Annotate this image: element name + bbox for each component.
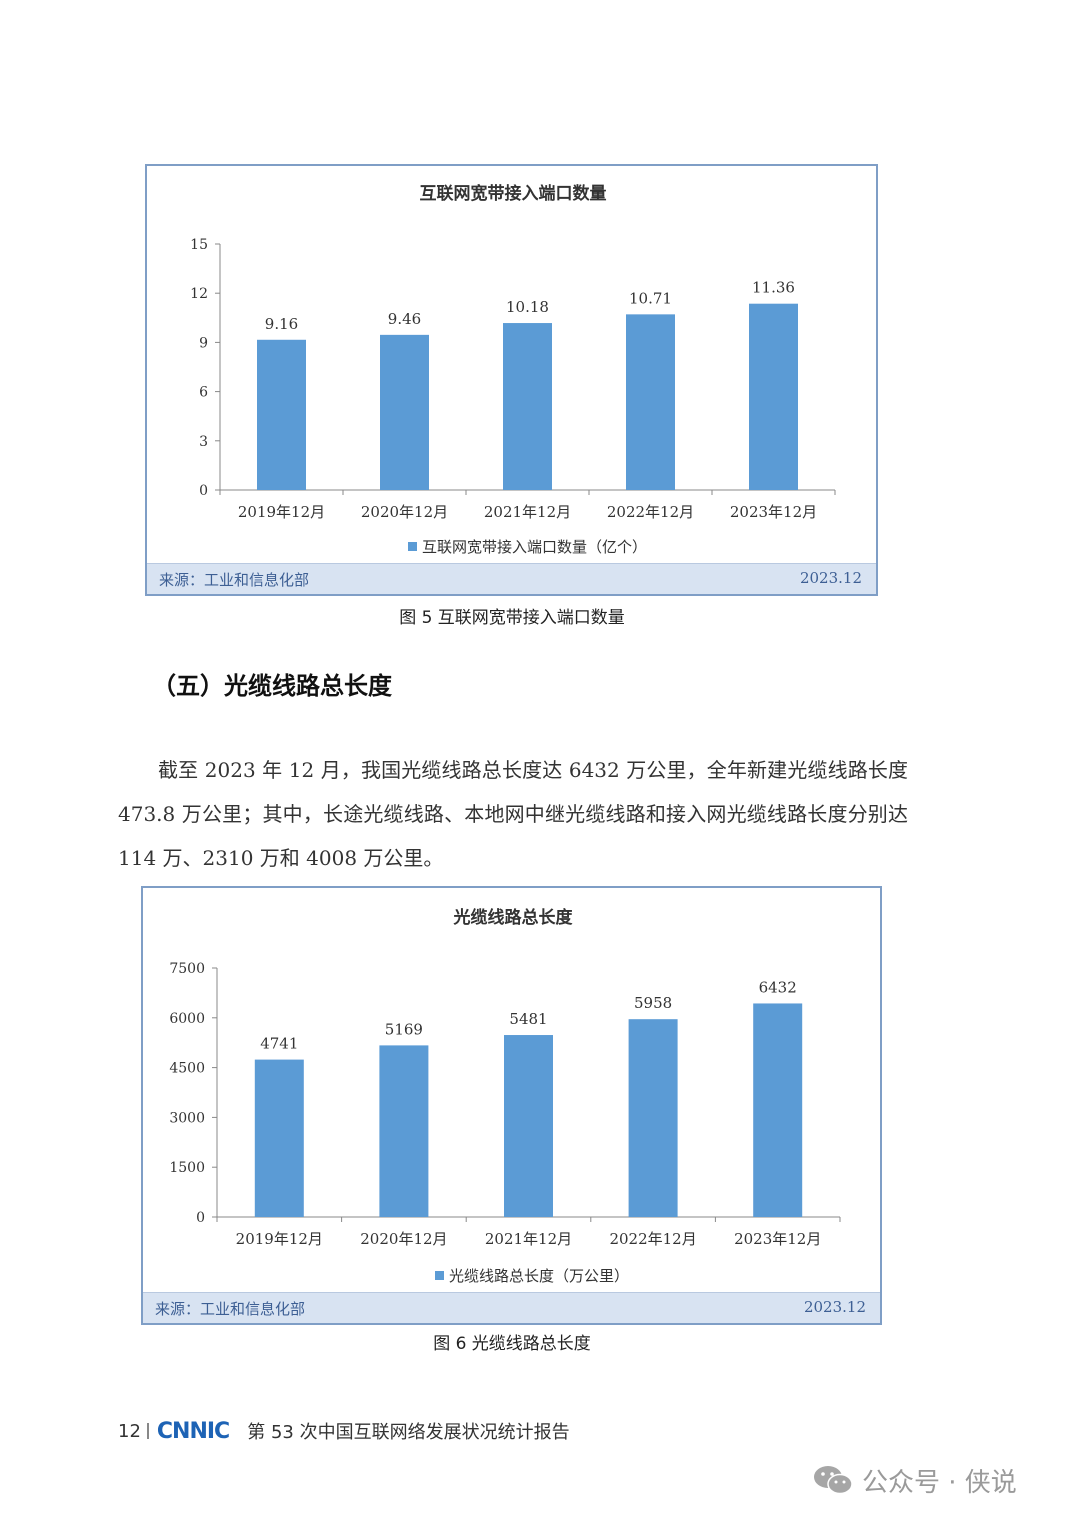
figure5-y-tick-label: 3 bbox=[199, 434, 208, 450]
figure5-bar bbox=[626, 314, 675, 490]
figure5-y-tick-label: 15 bbox=[190, 237, 208, 253]
figure5-category-label: 2020年12月 bbox=[361, 503, 448, 521]
figure5-chart-frame: 互联网宽带接入端口数量 0 3 6 9 12 15 9.16 2019年12月 9.46 2020年… bbox=[145, 164, 878, 596]
figure5-y-tick-label: 12 bbox=[190, 286, 208, 302]
figure6-category-label: 2019年12月 bbox=[236, 1230, 323, 1248]
figure6-bar bbox=[753, 1003, 803, 1217]
figure6-footer-bar: 来源：工业和信息化部 2023.12 bbox=[143, 1292, 880, 1323]
wechat-icon bbox=[814, 1466, 853, 1495]
footer-separator bbox=[146, 1423, 149, 1439]
figure5-bar bbox=[257, 339, 306, 490]
figure5-data-label: 10.18 bbox=[506, 298, 549, 316]
figure5-y-tick-label: 0 bbox=[199, 483, 208, 499]
figure5-bar bbox=[749, 303, 798, 490]
figure5-category-label: 2023年12月 bbox=[730, 503, 817, 521]
figure6-y-tick-label: 4500 bbox=[169, 1061, 205, 1077]
figure5-category-label: 2022年12月 bbox=[607, 503, 694, 521]
figure6-bar bbox=[628, 1019, 678, 1217]
figure6-data-label: 5958 bbox=[634, 994, 672, 1012]
figure6-bar bbox=[379, 1045, 429, 1217]
figure6-date: 2023.12 bbox=[803, 1298, 866, 1316]
body-paragraph: 截至 2023 年 12 月，我国光缆线路总长度达 6432 万公里，全年新建光… bbox=[118, 758, 908, 870]
figure5-data-label: 9.46 bbox=[388, 310, 421, 328]
figure5-category-label: 2021年12月 bbox=[484, 503, 571, 521]
report-title: 第 53 次中国互联网络发展状况统计报告 bbox=[247, 1422, 570, 1443]
figure5-chart: 互联网宽带接入端口数量 0 3 6 9 12 15 9.16 2019年12月 9.46 2020年… bbox=[190, 183, 836, 556]
figure6-source: 来源：工业和信息化部 bbox=[155, 1300, 306, 1318]
figure5-caption: 图 5 互联网宽带接入端口数量 bbox=[399, 608, 625, 628]
figure5-legend-swatch bbox=[408, 542, 417, 551]
figure5-data-label: 10.71 bbox=[629, 289, 672, 307]
figure6-title: 光缆线路总长度 bbox=[453, 907, 574, 928]
figure6-y-tick-label: 0 bbox=[196, 1210, 205, 1226]
figure6-category-label: 2021年12月 bbox=[485, 1230, 572, 1248]
figure5-bar bbox=[503, 323, 552, 490]
figure6-y-tick-label: 3000 bbox=[169, 1110, 205, 1126]
figure6-data-label: 5481 bbox=[509, 1010, 547, 1028]
figure5-data-label: 11.36 bbox=[752, 279, 795, 297]
figure6-caption: 图 6 光缆线路总长度 bbox=[433, 1334, 591, 1354]
figure6-data-label: 4741 bbox=[260, 1035, 298, 1053]
figure6-data-label: 5169 bbox=[385, 1020, 423, 1038]
figure6-chart: 光缆线路总长度 0 1500 3000 4500 6000 7500 4741 2019年12月… bbox=[169, 907, 841, 1285]
figure6-category-label: 2023年12月 bbox=[734, 1230, 821, 1248]
page-number: 12 bbox=[118, 1420, 141, 1442]
figure6-y-tick-label: 7500 bbox=[169, 961, 205, 977]
figure6-bar bbox=[504, 1035, 553, 1217]
page-footer: 12 CNNIC 第 53 次中国互联网络发展状况统计报告 bbox=[118, 1418, 570, 1444]
figure5-y-tick-label: 9 bbox=[199, 335, 208, 351]
figure6-legend-label: 光缆线路总长度（万公里） bbox=[449, 1267, 629, 1285]
figure5-title: 互联网宽带接入端口数量 bbox=[420, 183, 607, 204]
watermark-text: 公众号 · 侠说 bbox=[862, 1467, 1017, 1498]
figure6-bar bbox=[254, 1059, 304, 1217]
figure6-chart-frame: 光缆线路总长度 0 1500 3000 4500 6000 7500 4741 2019年12月… bbox=[141, 886, 882, 1325]
figure6-category-label: 2020年12月 bbox=[360, 1230, 447, 1248]
figure5-category-label: 2019年12月 bbox=[238, 503, 325, 521]
figure5-date: 2023.12 bbox=[799, 569, 862, 587]
figure5-footer-bar: 来源：工业和信息化部 2023.12 bbox=[147, 563, 876, 594]
figure5-bar bbox=[380, 334, 429, 490]
figure6-category-label: 2022年12月 bbox=[609, 1230, 696, 1248]
figure6-y-tick-label: 1500 bbox=[169, 1160, 205, 1176]
figure5-source: 来源：工业和信息化部 bbox=[159, 571, 310, 589]
figure5-legend-label: 互联网宽带接入端口数量（亿个） bbox=[422, 538, 647, 556]
watermark: 公众号 · 侠说 bbox=[812, 1460, 1017, 1500]
figure5-data-label: 9.16 bbox=[265, 315, 298, 333]
cnnic-logo: CNNIC bbox=[156, 1418, 230, 1444]
figure6-legend-swatch bbox=[435, 1271, 444, 1280]
figure5-y-tick-label: 6 bbox=[199, 385, 208, 401]
section-heading: （五）光缆线路总长度 bbox=[152, 672, 392, 700]
figure6-data-label: 6432 bbox=[759, 978, 797, 996]
figure6-y-tick-label: 6000 bbox=[169, 1011, 205, 1027]
